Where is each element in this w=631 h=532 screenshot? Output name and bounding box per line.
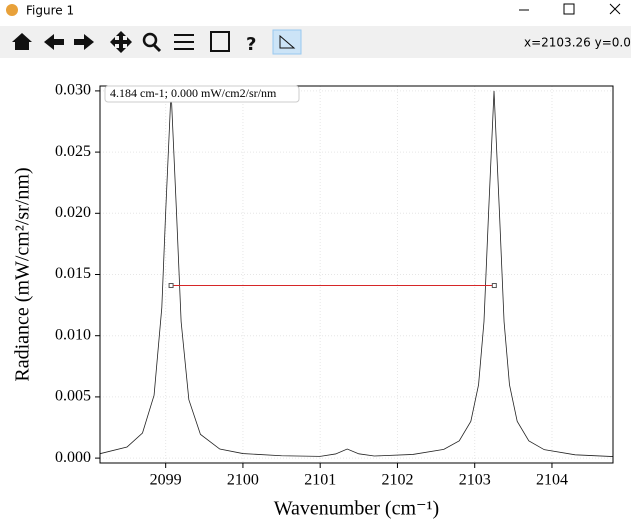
toolbar-icons: ? (12, 29, 302, 55)
measure-point (491, 283, 497, 289)
forward-button[interactable] (74, 34, 94, 50)
zoom-handle (152, 43, 162, 53)
spectrum-line (99, 90, 614, 457)
y-tick-label: 0.010 (55, 326, 91, 343)
configure-button[interactable] (174, 34, 194, 50)
x-tick-label: 2099 (150, 472, 182, 489)
y-tick-label: 0.000 (55, 449, 91, 466)
x-axis-label: Wavenumber (cm⁻¹) (274, 498, 439, 520)
title-bar (0, 0, 631, 22)
y-tick-label: 0.020 (55, 204, 91, 221)
annotation: 4.184 cm-1; 0.000 mW/cm2/sr/nm (110, 86, 277, 100)
status-text: x=2103.26 y=0.0135 (524, 36, 631, 50)
help-button[interactable]: ? (246, 34, 256, 55)
toolbar (0, 26, 631, 58)
x-tick-label: 2103 (459, 472, 491, 489)
y-tick-label: 0.025 (55, 143, 91, 160)
pan-button[interactable] (110, 31, 132, 53)
x-tick-label: 2101 (304, 472, 336, 489)
close[interactable] (609, 3, 621, 15)
maximize[interactable] (563, 3, 575, 15)
x-tick-label: 2102 (381, 472, 413, 489)
y-axis-label: Radiance (mW/cm²/sr/nm) (12, 167, 34, 381)
measure-point (168, 283, 174, 289)
home-button[interactable] (12, 33, 32, 50)
y-tick-label: 0.005 (55, 388, 91, 405)
save-button[interactable] (210, 31, 230, 52)
x-tick-label: 2104 (536, 472, 568, 489)
annotation-box (104, 85, 300, 103)
measure-icon (279, 34, 296, 49)
y-tick-label: 0.030 (55, 82, 91, 99)
app-icon (6, 4, 18, 16)
zoom-button[interactable] (142, 32, 158, 48)
x-tick-label: 2100 (227, 472, 259, 489)
back-button[interactable] (44, 34, 64, 50)
window-title: Figure 1 (26, 4, 74, 18)
y-tick-label: 0.015 (55, 265, 91, 282)
measure-button[interactable] (272, 29, 302, 55)
plot-frame (99, 85, 614, 464)
